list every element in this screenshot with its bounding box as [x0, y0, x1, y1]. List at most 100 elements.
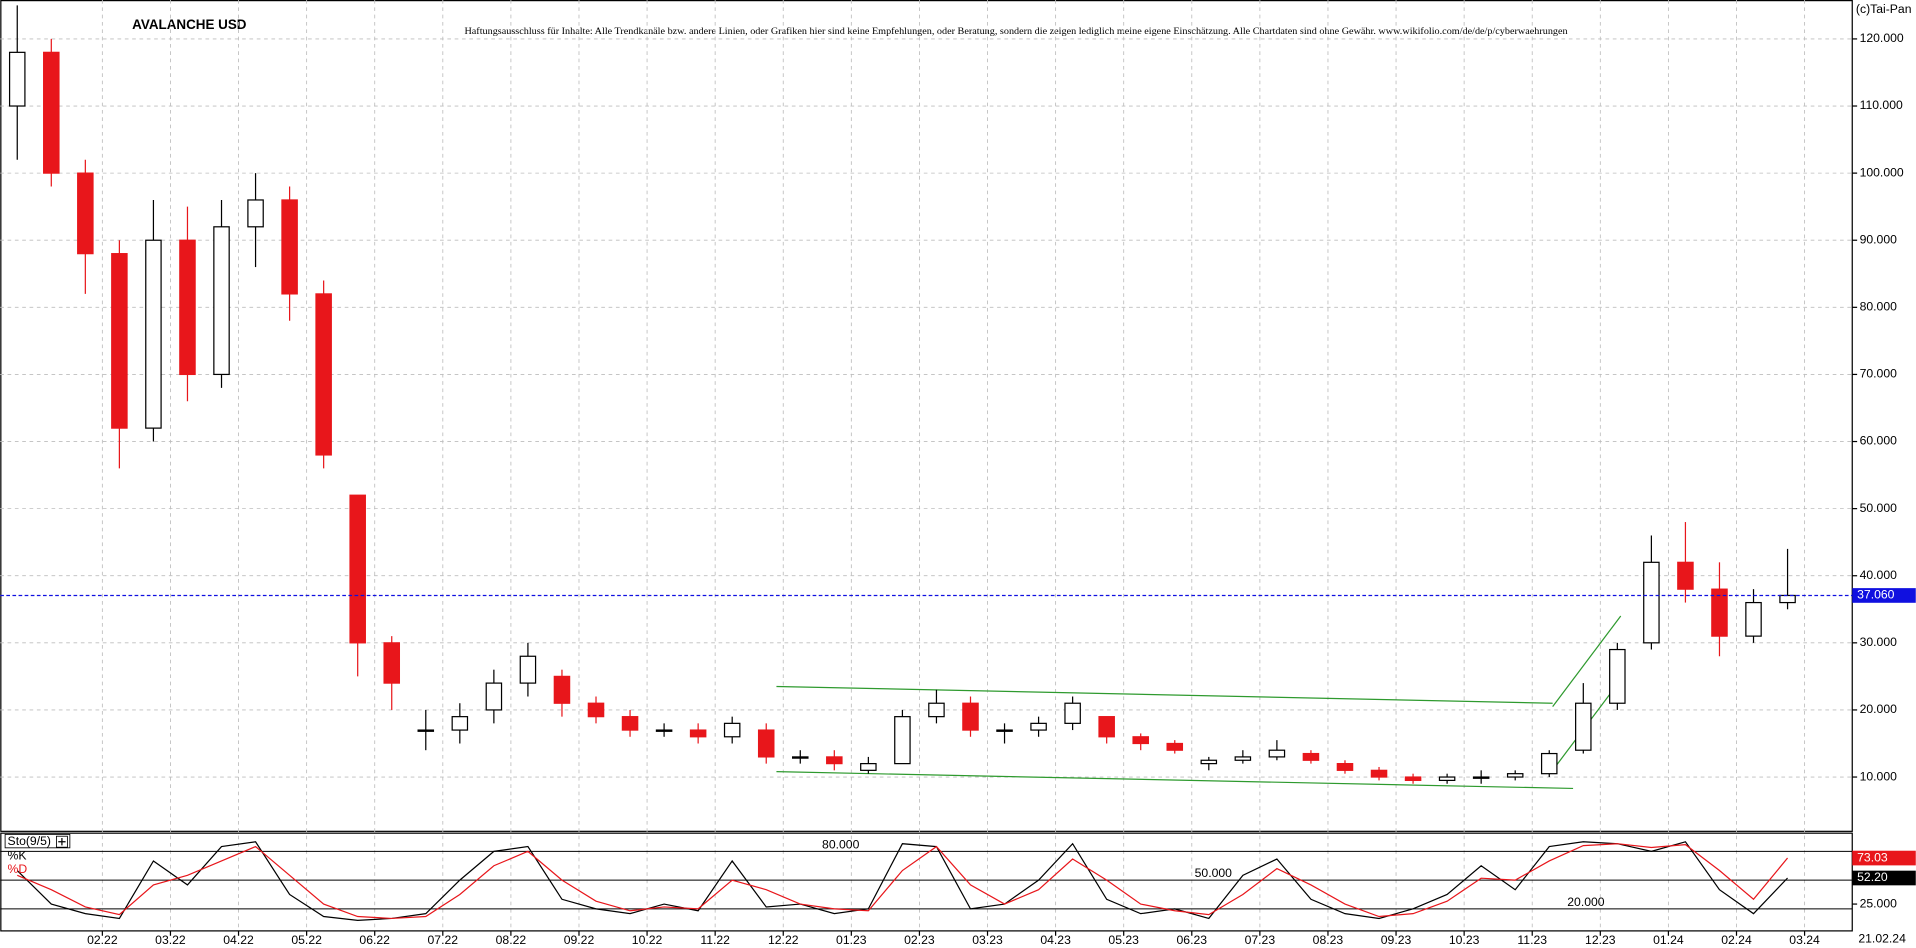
candle-body [213, 226, 230, 376]
last-value-box [1852, 870, 1916, 886]
x-tick-label: 07.23 [1245, 933, 1276, 947]
candle-body [43, 51, 60, 174]
candle-body [8, 51, 26, 107]
x-tick-label: 01.23 [836, 933, 867, 947]
candle-body [1677, 561, 1694, 590]
candle-body [1200, 759, 1218, 765]
disclaimer: Haftungsausschluss für Inhalte: Alle Tre… [464, 26, 1567, 37]
candle-body [1336, 763, 1354, 771]
candle-body [1779, 594, 1796, 604]
price-panel-frame [0, 0, 1853, 832]
x-tick-label: 06.22 [359, 933, 390, 947]
y-tick-label: 30.000 [1860, 635, 1898, 649]
candle-body [1268, 749, 1286, 758]
x-tick-label: 11.23 [1517, 933, 1547, 947]
sto-line [16, 841, 1789, 921]
x-tick-label: 04.22 [223, 933, 254, 947]
legend-entry: %K [8, 849, 27, 863]
sto-line [17, 843, 1789, 920]
candle-body [349, 494, 366, 644]
candle-body [1506, 773, 1524, 778]
candle-body [587, 702, 605, 718]
candle-body [1575, 702, 1592, 751]
trend-line [776, 685, 1553, 704]
candle-body [1540, 752, 1558, 775]
candle-body [1472, 776, 1490, 779]
candle-body [485, 682, 503, 711]
copyright: (c)Tai-Pan [1856, 2, 1912, 16]
last-value-box [1852, 850, 1916, 866]
chart-title: AVALANCHE USD [132, 17, 247, 32]
candle-body [757, 729, 775, 758]
level-label: 80.000 [822, 837, 860, 851]
candle-body [553, 675, 571, 704]
candle-body [792, 756, 809, 759]
candle-body [1404, 776, 1422, 782]
last-price-label: 37.060 [1857, 588, 1895, 602]
level-label: 20.000 [1567, 895, 1605, 909]
candle-body [1643, 561, 1660, 644]
trend-line [776, 771, 1574, 790]
x-tick-label: 05.23 [1108, 933, 1139, 947]
level-label: 50.000 [1195, 866, 1233, 880]
candle-body [1609, 648, 1626, 704]
y-tick-label: 120.000 [1860, 31, 1904, 45]
y-tick-label: 25.000 [1860, 896, 1898, 910]
candle-body [1234, 756, 1252, 761]
candle-body [1098, 716, 1115, 738]
x-tick-label: 03.24 [1789, 933, 1820, 947]
candle-body [1745, 601, 1762, 637]
y-tick-label: 90.000 [1860, 232, 1898, 246]
candle-body [621, 716, 639, 731]
x-tick-label: 10.22 [632, 933, 663, 947]
last-value-label: 73.03 [1857, 850, 1888, 864]
sto-title: Sto(9/5) [8, 834, 51, 848]
x-tick-label: 10.23 [1449, 933, 1480, 947]
x-tick-label: 02.24 [1721, 933, 1752, 947]
candle-body [723, 722, 741, 738]
candle-body [281, 199, 298, 295]
candle-body [928, 702, 945, 718]
y-tick-label: 110.000 [1860, 98, 1903, 112]
candle-body [1438, 776, 1456, 782]
x-tick-label: 08.22 [496, 933, 527, 947]
candle-body [1132, 736, 1149, 745]
x-tick-label: 01.24 [1653, 933, 1684, 947]
candle-body [315, 293, 332, 456]
candle-body [894, 716, 911, 765]
candle-body [179, 239, 196, 376]
candle-body [1711, 588, 1728, 637]
candle-body [996, 729, 1013, 732]
candle-body [1166, 742, 1184, 751]
plus-icon [58, 838, 66, 846]
candle-body [519, 655, 537, 684]
x-tick-label: 12.22 [768, 933, 799, 947]
x-tick-label: 07.22 [428, 933, 459, 947]
y-tick-label: 80.000 [1860, 300, 1898, 314]
candle-body [111, 253, 128, 429]
x-tick-label: 06.23 [1177, 933, 1208, 947]
x-tick-label: 02.23 [904, 933, 935, 947]
x-tick-label: 04.23 [1040, 933, 1071, 947]
y-tick-label: 70.000 [1860, 367, 1898, 381]
x-tick-label: 12.23 [1585, 933, 1616, 947]
candle-body [417, 729, 435, 732]
y-tick-label: 40.000 [1860, 568, 1898, 582]
y-tick-label: 60.000 [1860, 434, 1898, 448]
x-tick-label: 03.23 [972, 933, 1003, 947]
candle-body [826, 756, 843, 765]
candle-body [383, 642, 401, 684]
candle-body [145, 239, 162, 429]
candle-body [451, 716, 469, 731]
candle-body [655, 729, 673, 732]
candle-body [689, 729, 707, 738]
candle-body [1030, 722, 1047, 731]
x-tick-label: 08.23 [1313, 933, 1344, 947]
candle-body [1064, 702, 1081, 724]
x-tick-label: 02.22 [87, 933, 118, 947]
last-value-label: 52.20 [1857, 870, 1888, 884]
candle-body [1370, 769, 1388, 778]
x-tick-label: 03.22 [155, 933, 186, 947]
candle-body [77, 172, 94, 255]
